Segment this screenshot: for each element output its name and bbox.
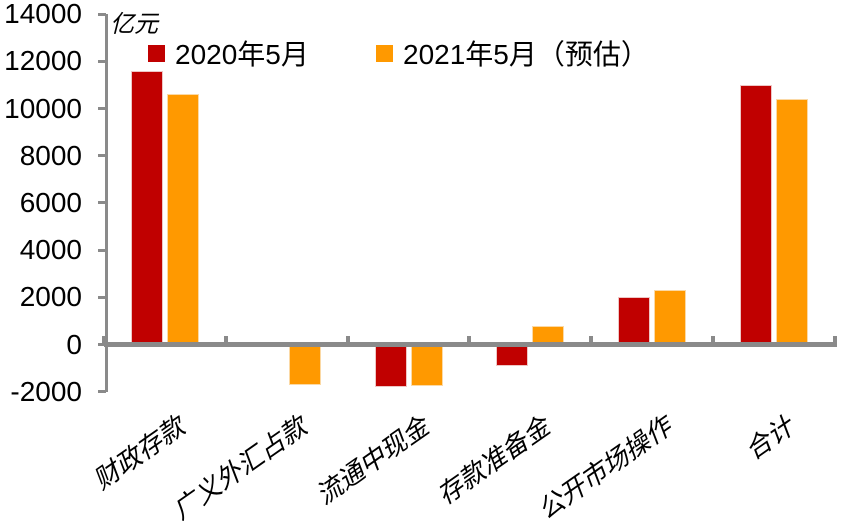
bar — [496, 344, 529, 366]
x-axis-tick — [467, 336, 472, 343]
legend: 2020年5月 2021年5月（预估） — [0, 36, 843, 70]
y-axis-label: 4000 — [19, 234, 82, 266]
x-axis-tick — [589, 336, 594, 343]
zero-axis-line — [104, 342, 837, 347]
y-axis-tick — [98, 12, 106, 16]
bar — [739, 85, 772, 345]
legend-label-2020: 2020年5月 — [175, 39, 309, 70]
y-axis-tick — [98, 107, 106, 111]
y-axis-label: 8000 — [19, 139, 82, 171]
y-axis-tick — [98, 390, 106, 394]
bar — [288, 344, 321, 385]
legend-item-2021: 2021年5月（预估） — [376, 36, 649, 70]
x-axis-tick — [832, 336, 837, 343]
x-axis-tick — [710, 336, 715, 343]
bar — [131, 70, 164, 345]
x-axis-tick — [345, 336, 350, 343]
x-axis-tick — [224, 336, 228, 343]
y-axis-label: 14000 — [4, 0, 82, 30]
bar — [374, 344, 407, 387]
y-axis-label: 2000 — [19, 281, 82, 313]
y-axis-tick — [98, 154, 106, 158]
bar — [775, 99, 808, 345]
legend-swatch-2020-icon — [148, 44, 165, 62]
y-axis-tick — [98, 59, 106, 63]
y-axis-tick — [98, 295, 106, 299]
y-axis-label: 10000 — [4, 92, 82, 124]
y-axis-unit-label: 亿元 — [110, 10, 158, 38]
y-axis-tick — [98, 343, 106, 346]
x-axis-tick — [102, 336, 107, 343]
y-axis-label: 6000 — [19, 186, 82, 218]
y-axis-label: 0 — [66, 328, 82, 360]
legend-label-2021: 2021年5月（预估） — [403, 39, 649, 70]
legend-swatch-2021-icon — [376, 44, 393, 62]
y-axis-label: 12000 — [4, 45, 82, 77]
y-axis-line — [105, 14, 108, 392]
y-axis-tick — [98, 201, 106, 205]
y-axis-label: -2000 — [10, 375, 82, 407]
legend-item-2020: 2020年5月 — [148, 36, 309, 70]
bar — [653, 290, 686, 345]
bar — [410, 344, 443, 386]
bar — [617, 297, 650, 345]
y-axis-tick — [98, 248, 106, 252]
bar — [167, 94, 200, 345]
